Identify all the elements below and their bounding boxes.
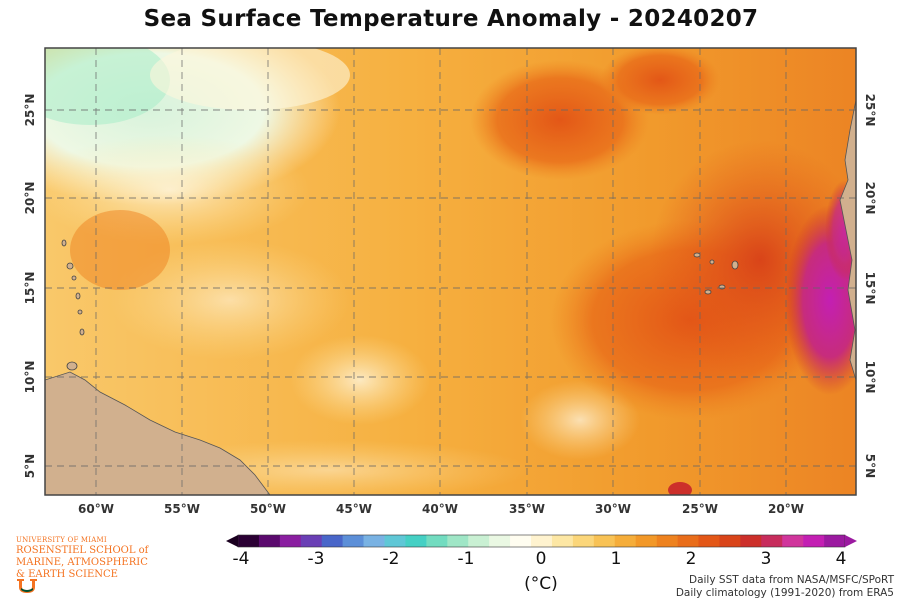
south-america-landmass (45, 371, 271, 495)
y-tick-label-left: 20°N (23, 181, 37, 215)
x-tick-label: 55°W (164, 502, 200, 516)
colorbar-cell (447, 535, 469, 547)
logo-school-line: MARINE, ATMOSPHERIC (16, 557, 148, 568)
y-tick-label-left: 25°N (23, 93, 37, 127)
u-logo-icon (17, 579, 37, 593)
y-tick-label-left: 5°N (23, 453, 37, 479)
colorbar-cell (803, 535, 825, 547)
x-tick-label: 30°W (595, 502, 631, 516)
y-tick-label-right: 20°N (863, 181, 877, 215)
colorbar-tick-label: -2 (382, 549, 400, 569)
colorbar-tick-label: -4 (232, 549, 250, 569)
colorbar-cell (824, 535, 846, 547)
x-tick-label: 35°W (509, 502, 545, 516)
y-tick-label-right: 10°N (863, 360, 877, 394)
colorbar-tick-label: 4 (835, 549, 847, 569)
x-tick-label: 40°W (422, 502, 458, 516)
colorbar-cell (258, 535, 281, 547)
colorbar-tick-label: -1 (457, 549, 475, 569)
colorbar-cell (238, 535, 260, 547)
logo-school-line: ROSENSTIEL SCHOOL of (16, 545, 149, 556)
colorbar-cell (279, 535, 302, 547)
y-tick-label-left: 15°N (23, 271, 37, 305)
colorbar-cell (384, 535, 406, 547)
colorbar-cell (614, 535, 636, 547)
x-tick-label: 50°W (250, 502, 286, 516)
colorbar-cell (635, 535, 657, 547)
colorbar-high-arrow (845, 535, 857, 547)
logo-university-name: UNIVERSITY OF MIAMI (16, 536, 107, 544)
colorbar-cell (677, 535, 699, 547)
colorbar-cell (363, 535, 385, 547)
logo-school-line: & EARTH SCIENCE (16, 569, 118, 580)
y-tick-label-right: 25°N (863, 93, 877, 127)
colorbar-cell (300, 535, 323, 547)
university-logo: UNIVERSITY OF MIAMI ROSENSTIEL SCHOOL of… (16, 536, 166, 593)
colorbar-cell (761, 535, 783, 547)
colorbar-low-arrow (226, 535, 238, 547)
colorbar-tick-label: 0 (535, 549, 547, 569)
colorbar-cell (593, 535, 616, 547)
x-tick-label: 60°W (78, 502, 114, 516)
colorbar-cell (426, 535, 448, 547)
colorbar-tick-label: -3 (307, 549, 325, 569)
x-tick-label: 25°W (682, 502, 718, 516)
map-gridlines (45, 48, 856, 495)
colorbar-cell (719, 535, 741, 547)
colorbar-cell (531, 535, 553, 547)
map-title: Sea Surface Temperature Anomaly - 202402… (143, 6, 759, 32)
colorbar-tick-label: 3 (760, 549, 772, 569)
x-tick-label: 45°W (336, 502, 372, 516)
y-tick-label-right: 15°N (863, 271, 877, 305)
y-tick-label-left: 10°N (23, 360, 37, 394)
sst-field (45, 48, 856, 495)
colorbar-cell (656, 535, 678, 547)
colorbar-tick-label: 2 (685, 549, 697, 569)
data-credit-line: Daily SST data from NASA/MSFC/SPoRT (689, 574, 894, 586)
colorbar-unit-label: (°C) (524, 574, 558, 594)
colorbar-cell (551, 535, 574, 547)
lesser-antilles-islands (61, 239, 85, 371)
colorbar-cell (342, 535, 364, 547)
colorbar-cell (698, 535, 720, 547)
x-tick-label: 20°W (768, 502, 804, 516)
climatology-credit-line: Daily climatology (1991-2020) from ERA5 (675, 587, 894, 599)
colorbar-cell (572, 535, 595, 547)
colorbar-cell (510, 535, 532, 547)
colorbar-cell (468, 535, 490, 547)
colorbar (226, 534, 857, 548)
map-frame (44, 47, 857, 496)
africa-landmass (839, 99, 856, 381)
colorbar-cell (740, 535, 762, 547)
colorbar-cell (489, 535, 511, 547)
colorbar-cell (321, 535, 343, 547)
colorbar-cell (782, 535, 804, 547)
colorbar-cell (405, 535, 427, 547)
colorbar-tick-label: 1 (610, 549, 622, 569)
y-tick-label-right: 5°N (863, 453, 877, 479)
